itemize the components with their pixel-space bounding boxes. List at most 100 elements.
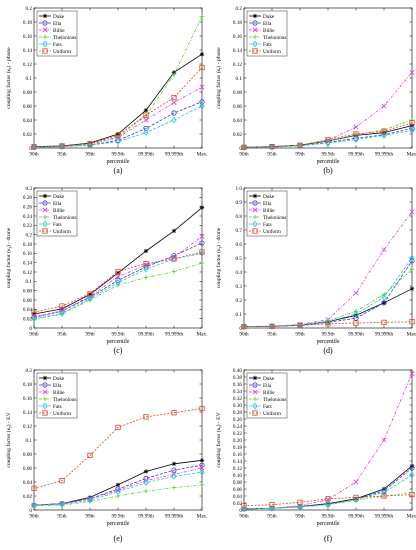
x-tick-label: 90th <box>239 332 249 338</box>
legend-marker <box>42 382 48 388</box>
x-tick-label: 99.999th <box>375 332 394 338</box>
y-tick-label: 0.28 <box>23 195 32 201</box>
data-point-uniform <box>199 405 205 412</box>
legend-entry: Fats <box>263 42 272 48</box>
data-point-uniform <box>87 141 93 147</box>
data-point-fats <box>199 468 205 476</box>
y-tick-label: 0.3 <box>236 284 243 290</box>
y-tick-label: 0.02 <box>23 132 32 138</box>
data-point-duke <box>199 458 205 463</box>
legend-marker <box>252 20 258 26</box>
data-point-fats <box>171 116 177 124</box>
y-tick-label: 0.04 <box>23 118 32 124</box>
data-point-uniform <box>269 502 275 508</box>
legend-entry: Billie <box>263 390 275 396</box>
x-tick-label: 90th <box>29 332 39 338</box>
x-tick-label: 99.9th <box>321 332 335 338</box>
y-tick-label: 0.1 <box>26 438 33 444</box>
x-tick-label: 99.9th <box>321 514 335 520</box>
data-point-uniform <box>409 491 415 498</box>
panel-label: (c) <box>114 346 123 355</box>
y-tick-label: 0.1 <box>236 312 243 318</box>
x-tick-label: 90th <box>29 514 39 520</box>
y-tick-label: 0.08 <box>23 288 32 294</box>
legend-marker <box>252 34 258 40</box>
y-tick-label: 0.10 <box>233 473 242 479</box>
y-tick-label: 0.14 <box>233 48 242 54</box>
data-point-thelonious <box>199 14 205 19</box>
series-line-fats <box>243 474 413 510</box>
legend-entry: Billie <box>53 390 65 396</box>
data-point-fats <box>409 127 415 134</box>
y-tick-label: 0.06 <box>233 487 242 493</box>
y-axis-label: coupling factor (κt) - EV <box>5 412 13 467</box>
data-point-billie <box>409 371 415 376</box>
data-point-ella <box>171 110 177 116</box>
x-tick-label: 99th <box>295 514 305 520</box>
y-tick-label: 0.14 <box>23 260 32 266</box>
x-axis-label: percentile <box>107 521 130 527</box>
y-axis-label: coupling factor (κt) - phone <box>215 47 223 109</box>
legend-entry: Duke <box>53 376 65 382</box>
x-tick-label: 99.99th <box>348 332 364 338</box>
legend-marker <box>252 207 258 213</box>
legend-entry: Fats <box>263 404 272 410</box>
x-tick-label: 90th <box>29 152 39 158</box>
x-tick-label: 99.99th <box>348 152 364 158</box>
y-tick-label: 0.40 <box>233 368 242 374</box>
data-point-ella <box>143 125 149 131</box>
legend-marker <box>42 207 48 213</box>
y-tick-label: 0 <box>239 146 242 152</box>
data-point-thelonious <box>143 275 149 280</box>
y-tick-label: 0 <box>29 508 32 514</box>
data-point-uniform <box>325 136 331 143</box>
data-point-thelonious <box>409 117 415 123</box>
x-tick-label: 99th <box>85 332 95 338</box>
x-tick-label: 99th <box>85 514 95 520</box>
data-point-fats <box>353 136 359 143</box>
y-tick-label: 0.22 <box>23 223 32 229</box>
legend-entry: Duke <box>263 376 275 382</box>
x-axis-label: percentile <box>317 521 340 527</box>
legend-marker <box>42 396 48 402</box>
chart-panel: 0 0.02 0.04 0.06 0.08 0.1 0.12 0.14 0.16 0.18 0.2 9… <box>215 6 416 175</box>
legend-entry: Thelonious <box>53 397 76 403</box>
data-point-billie <box>409 69 415 75</box>
data-point-fats <box>241 143 247 151</box>
y-tick-label: 0.12 <box>23 270 32 276</box>
data-point-billie <box>353 290 359 296</box>
series-line-fats <box>244 130 413 148</box>
legend-marker <box>252 389 258 395</box>
legend-marker <box>252 220 258 228</box>
y-tick-label: 0.16 <box>233 34 242 40</box>
data-point-duke <box>409 123 415 128</box>
legend-marker <box>252 193 258 199</box>
data-point-uniform <box>297 142 303 148</box>
legend-entry: Uniform <box>263 228 281 235</box>
data-point-uniform <box>31 143 37 150</box>
y-tick-label: 0.2 <box>236 6 243 12</box>
series-line-uniform <box>243 494 413 507</box>
data-point-uniform <box>353 131 359 137</box>
legend-marker <box>252 410 258 416</box>
data-point-duke <box>171 461 177 466</box>
data-point-fats <box>409 254 415 262</box>
data-point-billie <box>381 247 387 253</box>
data-point-billie <box>199 465 205 471</box>
legend-entry: Billie <box>53 28 65 34</box>
data-point-duke <box>87 292 93 297</box>
x-tick-label: 99.999th <box>375 152 394 158</box>
series-line-uniform <box>33 67 203 147</box>
data-point-billie <box>143 117 149 123</box>
y-tick-label: 0.04 <box>233 494 242 500</box>
data-point-uniform <box>87 290 93 297</box>
data-point-uniform <box>171 410 177 416</box>
legend-entry: Duke <box>53 194 65 200</box>
data-point-fats <box>59 310 65 317</box>
data-point-uniform <box>381 319 387 326</box>
y-tick-label: 0.06 <box>23 104 32 110</box>
legend-marker <box>252 48 258 54</box>
